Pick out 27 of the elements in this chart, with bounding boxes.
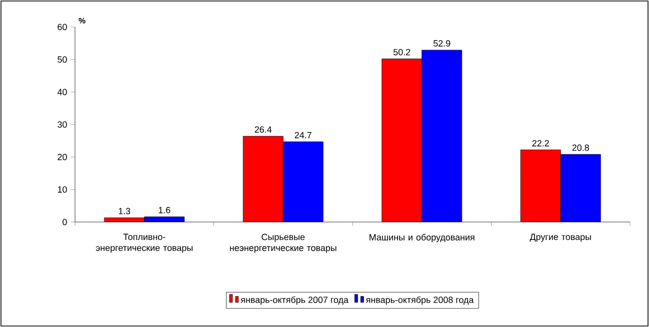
y-tick-label: 0 [62,218,67,226]
y-tick-label: 10 [58,186,67,193]
bar [243,136,284,222]
x-tick-label: Сырьевые неэнергетические товары [230,234,336,253]
y-tick-label: 60 [58,24,67,30]
data-label: 22.2 [532,140,549,146]
data-label: 24.7 [294,132,312,138]
legend-label: январь-октябрь 2007 года [240,296,349,305]
y-tick-label: 30 [58,121,67,128]
data-label: 20.8 [572,144,589,151]
x-tick-label: Топливно-энергетические товары [96,234,193,253]
x-tick-label: Другие товары [530,234,591,242]
y-tick-label: 20 [58,154,67,160]
data-label: 50.2 [394,48,410,56]
bar [283,142,324,222]
bar [422,50,462,222]
y-tick-label: 40 [57,88,67,96]
y-tick-label: 50 [58,56,67,63]
legend-label: январь-октябрь 2008 года [366,296,474,305]
data-label: 1.6 [158,206,170,214]
data-label: 1.3 [118,208,130,214]
x-tick-label: Машины и оборудования [370,234,474,242]
bar [520,150,561,222]
data-label: 26.4 [254,126,272,133]
bar [382,58,422,222]
bar [560,154,601,222]
data-label: 52.9 [434,40,450,47]
